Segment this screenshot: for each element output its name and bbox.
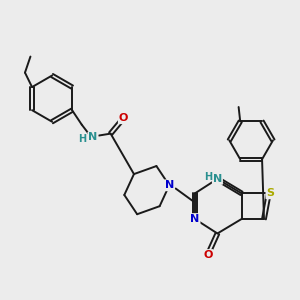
Text: H: H bbox=[204, 172, 212, 182]
Text: N: N bbox=[190, 214, 200, 224]
Text: O: O bbox=[203, 250, 212, 260]
Text: S: S bbox=[266, 188, 274, 198]
Text: N: N bbox=[213, 174, 222, 184]
Text: N: N bbox=[165, 180, 174, 190]
Text: N: N bbox=[88, 133, 98, 142]
Text: H: H bbox=[79, 134, 87, 144]
Text: O: O bbox=[119, 113, 128, 123]
